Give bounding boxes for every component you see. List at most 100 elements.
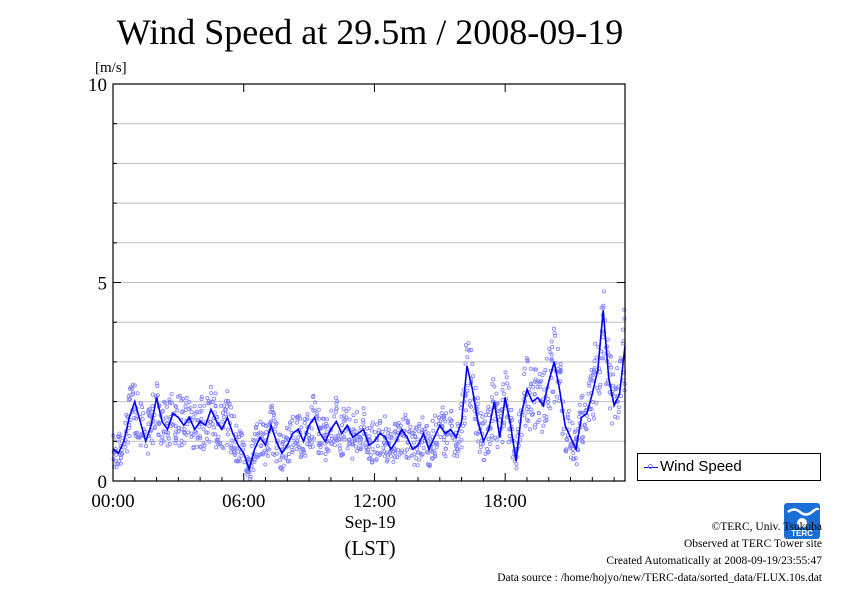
data-marker (542, 370, 547, 375)
data-marker (592, 358, 597, 363)
y-tick-label: 10 (88, 75, 107, 96)
data-marker (335, 399, 340, 404)
data-marker (380, 429, 385, 434)
data-marker (396, 448, 401, 453)
data-marker (605, 337, 610, 342)
data-marker (323, 432, 328, 437)
data-marker (503, 370, 508, 375)
data-marker (184, 395, 189, 400)
data-marker (217, 442, 222, 447)
data-marker (156, 433, 161, 438)
data-marker (270, 407, 275, 412)
data-marker (478, 411, 483, 416)
data-marker (501, 382, 506, 387)
data-marker (591, 412, 596, 417)
data-marker (316, 407, 321, 412)
data-marker (368, 452, 373, 457)
data-marker (129, 386, 134, 391)
data-marker (579, 410, 584, 415)
data-marker (532, 379, 537, 384)
data-marker (455, 447, 460, 452)
data-marker (163, 400, 168, 405)
data-marker (154, 381, 159, 386)
data-marker (201, 447, 206, 452)
data-marker (252, 438, 257, 443)
data-marker (167, 399, 172, 404)
data-marker (274, 459, 279, 464)
y-unit-label: [m/s] (95, 60, 127, 76)
axis-ticks: 0 5 10 00:00 06:00 12:00 18:00 (88, 75, 625, 512)
data-marker (443, 454, 448, 459)
data-marker (338, 437, 343, 442)
data-marker (554, 394, 559, 399)
data-marker (393, 429, 398, 434)
data-marker (419, 453, 424, 458)
data-marker (594, 400, 599, 405)
data-marker (132, 383, 137, 388)
data-marker (227, 401, 232, 406)
data-marker (164, 415, 169, 420)
data-marker (456, 449, 461, 454)
data-marker (146, 409, 151, 414)
data-marker (325, 447, 330, 452)
data-marker (342, 437, 347, 442)
data-marker (324, 421, 329, 426)
data-marker (412, 462, 417, 467)
data-marker (547, 346, 552, 351)
data-marker (212, 425, 217, 430)
data-marker (464, 408, 469, 413)
data-marker (135, 391, 140, 396)
data-marker (457, 439, 462, 444)
data-marker (408, 424, 413, 429)
data-marker (548, 406, 553, 411)
x-date-label: Sep-19 (344, 512, 396, 532)
data-marker (182, 440, 187, 445)
data-marker (128, 393, 133, 398)
data-marker (480, 414, 485, 419)
data-marker (180, 410, 185, 415)
legend-label-wind-speed: Wind Speed (660, 458, 742, 475)
data-marker (484, 446, 489, 451)
data-marker (537, 418, 542, 423)
data-marker (159, 441, 164, 446)
data-marker (191, 433, 196, 438)
data-marker (584, 427, 589, 432)
data-marker (291, 436, 296, 441)
data-marker (448, 409, 453, 414)
data-marker (329, 408, 334, 413)
data-marker (510, 455, 515, 460)
data-marker (150, 403, 155, 408)
data-marker (384, 459, 389, 464)
data-marker (277, 432, 282, 437)
data-marker (298, 449, 303, 454)
data-marker (318, 426, 323, 431)
data-marker (434, 444, 439, 449)
data-marker (522, 413, 527, 418)
data-marker (353, 438, 358, 443)
data-marker (256, 431, 261, 436)
data-marker (565, 412, 570, 417)
data-marker (522, 371, 527, 376)
data-marker (532, 367, 537, 372)
data-marker (232, 414, 237, 419)
data-marker (269, 403, 274, 408)
data-marker (199, 408, 204, 413)
data-marker (201, 441, 206, 446)
data-marker (487, 441, 492, 446)
data-marker (155, 383, 160, 388)
data-marker (469, 347, 474, 352)
data-marker (302, 420, 307, 425)
data-marker (378, 420, 383, 425)
data-marker (360, 418, 365, 423)
data-marker (542, 413, 547, 418)
data-marker (123, 420, 128, 425)
data-marker (506, 385, 511, 390)
data-marker (307, 442, 312, 447)
data-marker (271, 416, 276, 421)
data-marker (420, 427, 425, 432)
data-marker (396, 423, 401, 428)
data-marker (233, 452, 238, 457)
data-marker (315, 411, 320, 416)
data-marker (365, 426, 370, 431)
data-marker (455, 453, 460, 458)
